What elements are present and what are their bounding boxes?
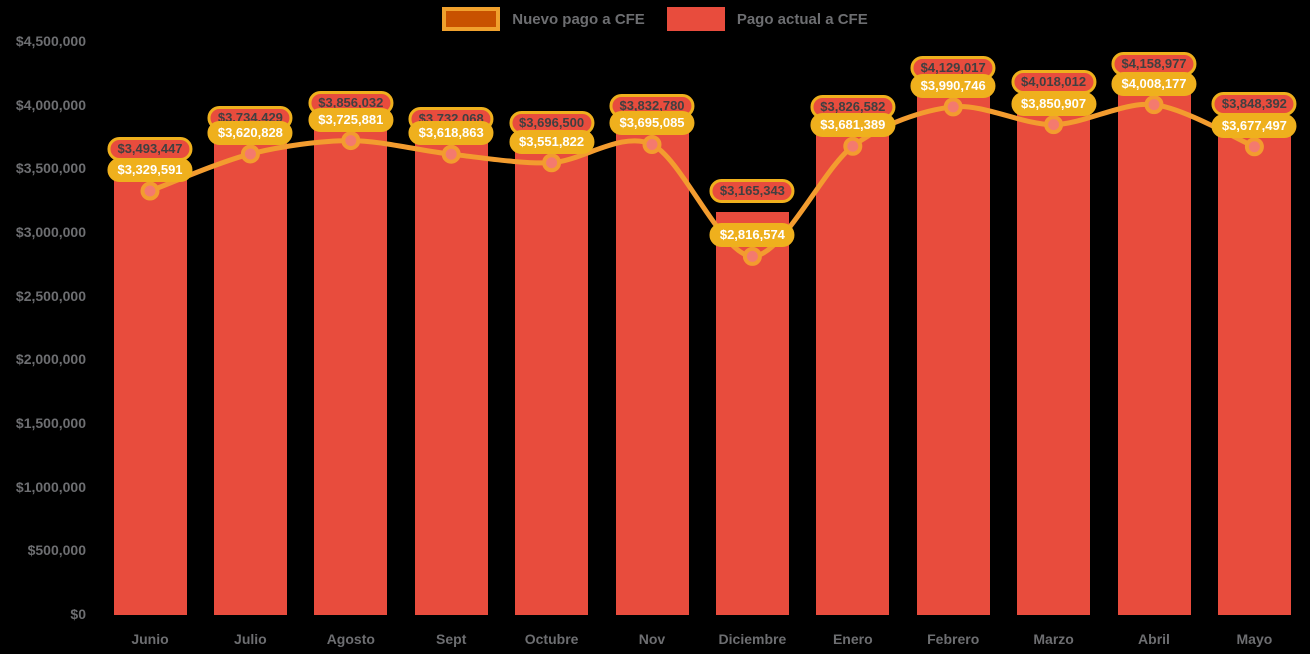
legend-item-nuevo-pago[interactable]: Nuevo pago a CFE	[442, 7, 645, 31]
x-axis-label-sept: Sept	[436, 631, 467, 647]
line-value-label-diciembre: $2,816,574	[709, 223, 795, 248]
bar-octubre[interactable]	[515, 144, 589, 615]
x-axis-label-abril: Abril	[1138, 631, 1170, 647]
line-value-label-enero: $3,681,389	[810, 113, 896, 138]
line-marker-enero[interactable]	[843, 136, 863, 156]
line-marker-sept[interactable]	[441, 144, 461, 164]
bar-value-label-febrero: $4,129,017	[910, 56, 996, 81]
line-marker-diciembre[interactable]	[742, 246, 762, 266]
y-axis-tick-label: $1,500,000	[15, 415, 86, 431]
line-marker-agosto[interactable]	[341, 131, 361, 151]
legend-label: Pago actual a CFE	[736, 10, 868, 28]
bar-junio[interactable]	[113, 170, 187, 615]
line-value-label-octubre: $3,551,822	[509, 129, 595, 154]
x-axis-label-febrero: Febrero	[927, 631, 980, 647]
bar-value-label-diciembre: $3,165,343	[709, 178, 795, 203]
legend-label: Nuevo pago a CFE	[512, 10, 645, 28]
line-value-label-sept: $3,618,863	[408, 121, 494, 146]
y-axis-tick-label: $3,000,000	[15, 224, 86, 240]
y-axis-tick-label: $1,000,000	[15, 478, 86, 495]
line-value-label-julio: $3,620,828	[207, 120, 293, 145]
x-axis-label-marzo: Marzo	[1033, 631, 1074, 647]
x-axis-label-diciembre: Diciembre	[718, 631, 787, 647]
x-axis-label-mayo: Mayo	[1236, 631, 1273, 647]
legend: Nuevo pago a CFE Pago actual a CFE	[0, 7, 1310, 31]
bar-julio[interactable]	[213, 139, 287, 615]
x-axis-label-enero: Enero	[832, 631, 873, 647]
y-axis-tick-label: $2,500,000	[15, 287, 86, 304]
bar-febrero[interactable]	[916, 89, 990, 615]
line-marker-mayo[interactable]	[1244, 137, 1264, 157]
line-marker-octubre[interactable]	[542, 153, 562, 173]
y-axis-tick-label: $4,000,000	[15, 96, 86, 113]
line-marker-julio[interactable]	[240, 144, 260, 164]
line-value-label-mayo: $3,677,497	[1211, 113, 1297, 138]
line-marker-nov[interactable]	[642, 134, 662, 154]
y-axis-tick-label: $4,500,000	[15, 33, 86, 49]
bar-enero[interactable]	[816, 127, 890, 615]
x-axis-label-julio: Julio	[234, 631, 267, 647]
bar-nov[interactable]	[615, 126, 689, 615]
line-value-label-febrero: $3,990,746	[910, 73, 996, 98]
legend-item-pago-actual[interactable]: Pago actual a CFE	[666, 7, 868, 31]
line-marker-abril[interactable]	[1144, 95, 1164, 115]
bar-diciembre[interactable]	[715, 211, 789, 615]
y-axis-tick-label: $2,000,000	[15, 351, 86, 368]
line-value-label-abril: $4,008,177	[1111, 71, 1197, 96]
y-axis-tick-label: $0	[70, 606, 86, 622]
bar-abril[interactable]	[1117, 85, 1191, 615]
y-axis-tick-label: $3,500,000	[15, 160, 86, 177]
bar-sept[interactable]	[414, 139, 488, 615]
bar-marzo[interactable]	[1017, 103, 1091, 615]
line-value-label-junio: $3,329,591	[107, 158, 193, 183]
line-marker-marzo[interactable]	[1044, 115, 1064, 135]
legend-swatch-pago-actual	[666, 7, 725, 31]
line-value-label-agosto: $3,725,881	[308, 107, 394, 132]
line-marker-febrero[interactable]	[943, 97, 963, 117]
bar-value-label-marzo: $4,018,012	[1011, 70, 1097, 95]
line-value-label-nov: $3,695,085	[609, 111, 695, 136]
line-marker-junio[interactable]	[140, 181, 160, 201]
legend-swatch-nuevo-pago	[442, 7, 501, 31]
y-axis-tick-label: $500,000	[27, 542, 86, 559]
x-axis-label-nov: Nov	[638, 631, 666, 647]
x-axis-label-agosto: Agosto	[326, 631, 375, 647]
bar-value-label-mayo: $3,848,392	[1211, 91, 1297, 116]
x-axis-label-junio: Junio	[131, 631, 169, 647]
line-value-label-marzo: $3,850,907	[1011, 91, 1097, 116]
bar-agosto[interactable]	[314, 123, 388, 615]
bar-mayo[interactable]	[1217, 124, 1291, 615]
x-axis-label-octubre: Octubre	[524, 631, 579, 647]
